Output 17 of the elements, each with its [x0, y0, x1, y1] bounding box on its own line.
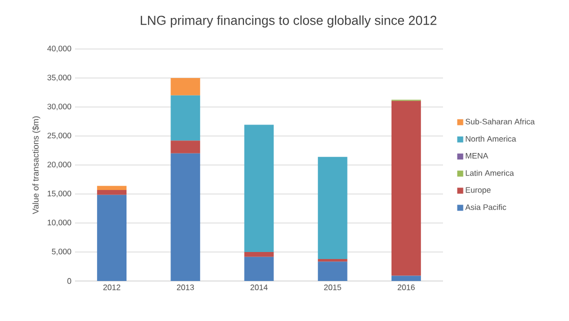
bar — [244, 252, 274, 257]
bar — [170, 140, 200, 154]
bar — [97, 194, 127, 281]
bar — [318, 262, 348, 281]
bar — [97, 186, 127, 190]
chart-title: LNG primary financings to close globally since 2012 — [140, 15, 436, 28]
bar — [318, 258, 348, 262]
bar — [170, 78, 200, 96]
bar — [97, 190, 127, 195]
bar — [391, 100, 421, 276]
bar — [244, 124, 274, 252]
bar — [391, 276, 421, 281]
bar — [170, 95, 200, 141]
bar — [244, 256, 274, 281]
bar — [170, 153, 200, 281]
bar — [318, 156, 348, 259]
y-axis-title: Value of transactions ($m) — [32, 116, 40, 214]
